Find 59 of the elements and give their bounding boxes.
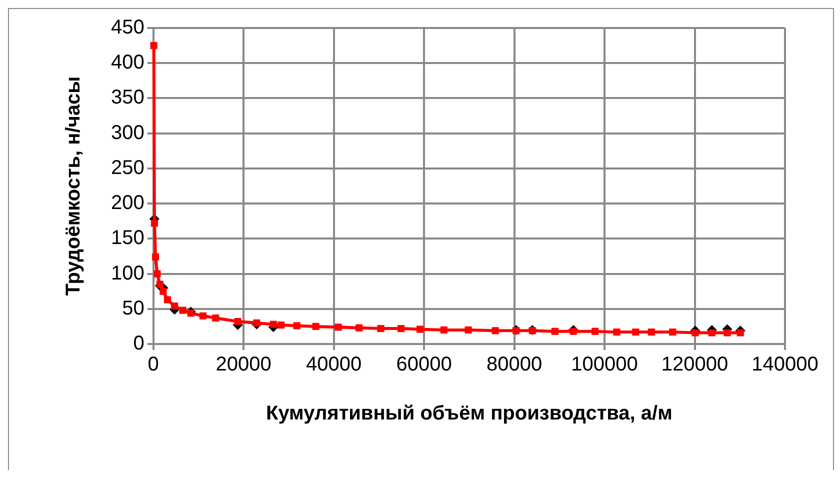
point	[632, 328, 640, 336]
x-tick-label: 120000	[661, 354, 728, 376]
point	[270, 320, 277, 328]
point	[293, 322, 300, 330]
point	[212, 314, 220, 322]
point	[724, 329, 731, 336]
point	[736, 329, 744, 336]
point	[150, 220, 158, 227]
point	[570, 328, 577, 335]
point	[164, 296, 172, 304]
x-axis-title: Кумулятивный объём производства, а/м	[266, 402, 672, 425]
y-tick-label: 100	[110, 262, 144, 284]
point	[156, 280, 164, 288]
point	[648, 328, 655, 336]
y-tick-label: 450	[110, 16, 144, 39]
y-tick-label: 200	[110, 192, 144, 214]
point	[253, 319, 260, 326]
x-tick-label: 100000	[571, 354, 638, 376]
y-tick-label: 300	[110, 122, 144, 144]
point	[492, 327, 499, 334]
point	[278, 322, 285, 329]
point	[377, 325, 384, 332]
point	[613, 328, 620, 336]
x-tick-label: 40000	[306, 354, 362, 376]
x-tick-label: 80000	[486, 354, 542, 376]
point	[440, 326, 448, 334]
y-tick-label: 150	[110, 227, 144, 250]
point	[398, 325, 405, 332]
x-tick-label: 60000	[396, 354, 452, 376]
y-tick-label: 50	[122, 297, 144, 320]
point	[334, 324, 342, 331]
point	[152, 253, 160, 260]
point	[187, 310, 194, 317]
x-tick-label: 0	[148, 354, 159, 376]
point	[179, 306, 186, 314]
y-tick-label: 400	[110, 52, 144, 74]
x-tick-label: 140000	[752, 354, 818, 376]
point	[592, 328, 599, 335]
point	[356, 324, 363, 332]
point	[416, 326, 424, 333]
point	[150, 42, 158, 50]
point	[692, 329, 699, 336]
x-tick-label: 20000	[216, 354, 272, 376]
point	[171, 302, 178, 310]
point	[464, 326, 472, 334]
point	[551, 328, 558, 335]
y-tick-label: 0	[133, 332, 144, 355]
y-tick-label: 250	[110, 156, 144, 179]
point	[708, 329, 716, 336]
point	[234, 318, 242, 326]
point	[528, 327, 536, 334]
point	[199, 312, 207, 320]
y-axis-title: Трудоёмкость, н/часы	[62, 76, 85, 296]
point	[669, 328, 676, 336]
point	[154, 270, 161, 278]
point	[160, 288, 167, 295]
point	[512, 327, 520, 334]
y-tick-label: 350	[110, 86, 144, 109]
point	[312, 322, 320, 330]
